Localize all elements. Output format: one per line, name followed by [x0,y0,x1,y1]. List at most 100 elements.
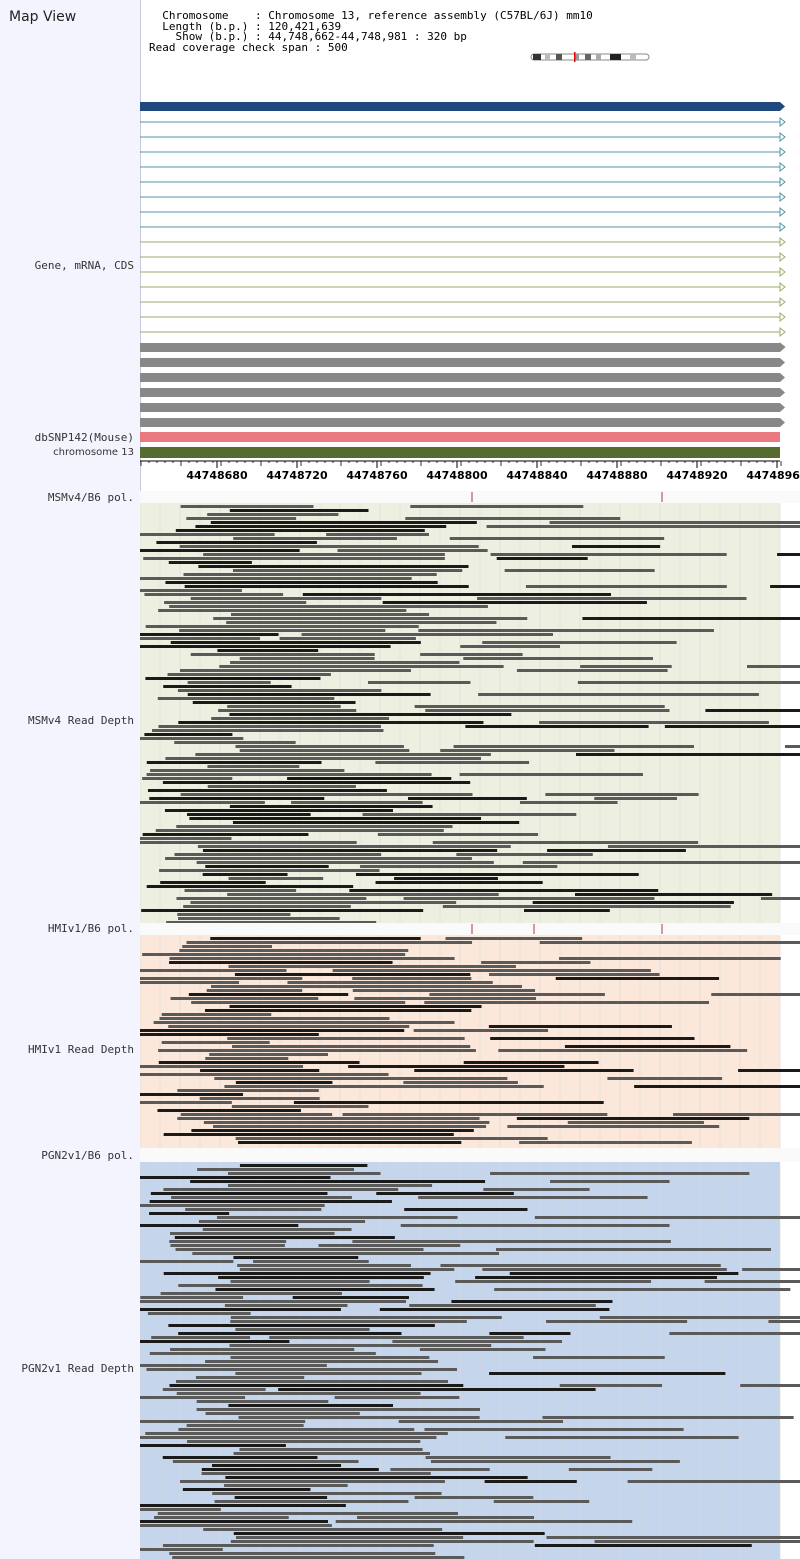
read-bar [408,797,527,800]
read-bar [516,1117,750,1120]
read-bar [224,1085,544,1088]
read-bar [140,1396,246,1399]
read-bar [141,909,424,912]
read-bar [460,645,560,648]
read-bar [149,1200,392,1203]
read-bar [414,1069,634,1072]
read-bar [235,1137,548,1140]
read-bar [349,889,659,892]
read-bar [161,1041,270,1044]
cds-arrow [780,373,785,382]
cds-feature [140,418,780,427]
read-bar [205,1360,439,1363]
read-bar [198,565,469,568]
depth-label-3: PGN2v1 Read Depth [21,1362,134,1375]
read-bar [149,797,325,800]
read-bar [546,1320,688,1323]
read-bar [390,1468,490,1471]
read-bar [232,1045,471,1048]
depth-label-2: HMIv1 Read Depth [28,1043,134,1056]
read-bar [483,1188,590,1191]
read-bar [348,1065,565,1068]
read-bar [293,1101,604,1104]
read-bar [449,537,665,540]
read-bar [229,713,512,716]
cds-feature [140,343,780,352]
read-bar [145,625,419,628]
read-bar [760,897,800,900]
read-bar [164,809,393,812]
chromosome-ideogram[interactable] [530,52,650,62]
read-bar [197,1168,355,1171]
read-bar [425,1456,611,1459]
read-bar [206,989,303,992]
read-bar [180,1480,445,1483]
read-bar [177,1117,480,1120]
read-bar [180,669,411,672]
mrna-arrow [779,116,786,128]
read-bar [178,917,340,920]
read-bar [155,829,444,832]
read-bar [509,1272,739,1275]
read-bar [200,1069,320,1072]
read-bar [367,681,471,684]
mrna-arrow [779,281,786,293]
read-bar [140,1444,286,1447]
read-bar [352,977,472,980]
read-depth-panel-1[interactable] [140,491,800,923]
read-depth-panel-2[interactable] [140,923,800,1148]
read-bar [550,1180,670,1183]
read-bar [218,1276,424,1279]
read-bar [228,877,324,880]
read-bar [184,585,469,588]
cds-feature [140,373,780,382]
read-bar [232,569,463,572]
read-bar [176,825,453,828]
read-bar [232,821,520,824]
read-bar [594,797,678,800]
read-bar [494,1288,791,1291]
show-value: 44,748,662-44,748,981 : 320 bp [268,30,467,43]
read-bar [226,621,497,624]
snp-track-label: dbSNP142(Mouse) [34,431,134,444]
read-bar [142,833,309,836]
read-bar [279,637,416,640]
read-bar [489,1372,726,1375]
read-bar [172,1460,359,1463]
read-bar [190,901,457,904]
read-bar [420,653,523,656]
read-bar [196,1408,481,1411]
read-bar [165,857,472,860]
gene-track-label: Gene, mRNA, CDS [34,259,134,272]
axis-tick-label: 44748960 [746,469,800,482]
read-bar [186,517,297,520]
read-bar [740,1384,800,1387]
read-bar [546,1536,800,1539]
read-bar [201,1468,379,1471]
read-depth-panel-3[interactable] [140,1148,800,1559]
read-bar [159,869,380,872]
read-bar [218,709,357,712]
read-bar [184,889,297,892]
read-bar [549,521,800,524]
cds-arrow [780,418,785,427]
annotation-tracks[interactable] [140,100,800,460]
read-bar [704,1280,800,1283]
read-bar [156,541,317,544]
cds-feature [140,403,780,412]
read-bar [230,1540,534,1543]
read-bar [403,897,655,900]
read-bar [140,645,391,648]
read-bar [202,849,498,852]
read-bar [414,705,665,708]
read-bar [574,893,773,896]
position-axis: 44748680 44748720 44748760 44748800 44748840… [140,460,800,482]
read-bar [204,1009,472,1012]
read-bar [176,1380,448,1383]
read-bar [207,513,339,516]
chromosome-label: Chromosome [162,9,229,22]
read-bar [301,633,554,636]
read-bar [478,693,759,696]
read-bar [337,549,488,552]
read-bar [235,1081,333,1084]
